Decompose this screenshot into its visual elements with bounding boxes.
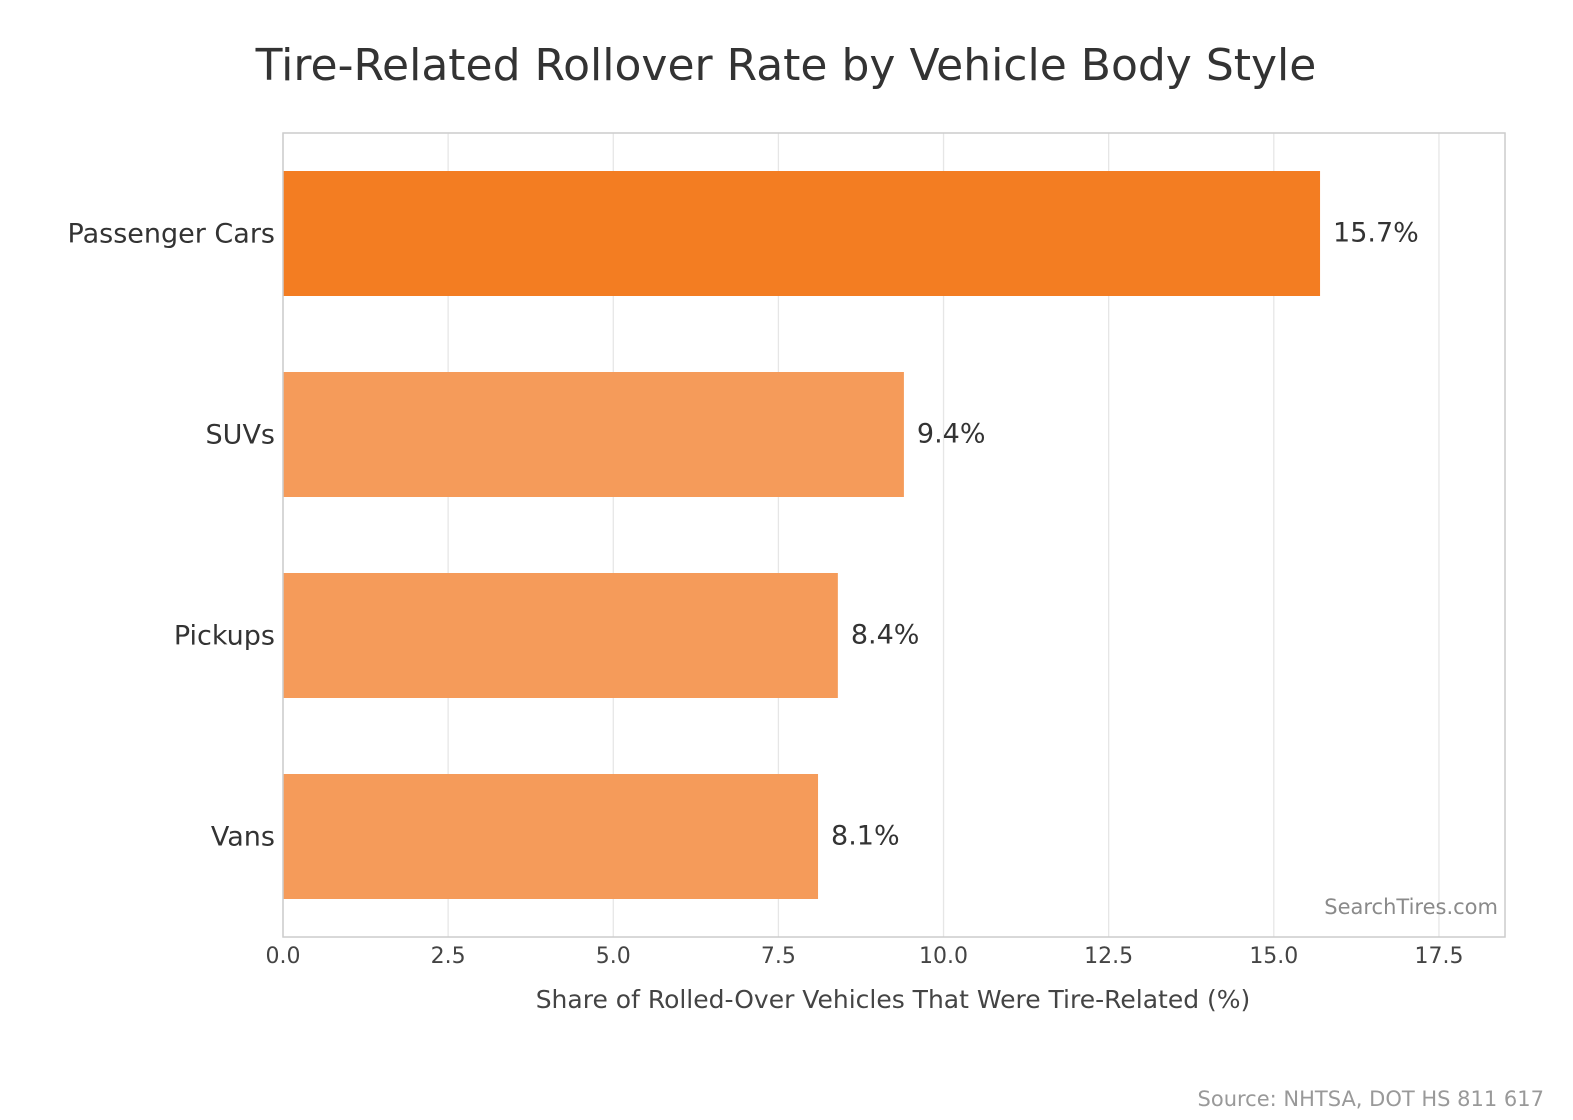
plot-frame [282, 132, 1506, 938]
category-label-1: SUVs [206, 420, 275, 451]
x-tick-label-6: 15.0 [1249, 944, 1298, 969]
category-label-2: Pickups [174, 621, 275, 652]
bar-1 [283, 372, 904, 497]
x-tick-label-4: 10.0 [919, 944, 968, 969]
x-tick-label-7: 17.5 [1414, 944, 1463, 969]
bar-0 [283, 171, 1321, 296]
x-tick-label-1: 2.5 [431, 944, 466, 969]
data-labels: 15.7% 9.4% 8.4% 8.1% [831, 218, 1419, 852]
category-labels: Passenger Cars SUVs Pickups Vans [68, 219, 275, 853]
data-label-2: 8.4% [851, 620, 920, 651]
data-label-1: 9.4% [917, 419, 986, 450]
source-note: Source: NHTSA, DOT HS 811 617 [1198, 1087, 1544, 1111]
bars [283, 171, 1321, 899]
chart-title: Tire-Related Rollover Rate by Vehicle Bo… [255, 40, 1317, 91]
bar-2 [283, 573, 838, 698]
x-tick-label-5: 12.5 [1084, 944, 1133, 969]
data-label-3: 8.1% [831, 821, 900, 852]
data-label-0: 15.7% [1333, 218, 1419, 249]
category-label-3: Vans [211, 822, 275, 853]
x-tick-labels: 0.0 2.5 5.0 7.5 10.0 12.5 15.0 17.5 [266, 944, 1464, 969]
x-tick-label-3: 7.5 [761, 944, 796, 969]
x-tick-label-0: 0.0 [266, 944, 301, 969]
x-axis-label: Share of Rolled-Over Vehicles That Were … [536, 985, 1251, 1014]
x-tick-label-2: 5.0 [596, 944, 631, 969]
bar-3 [283, 774, 819, 899]
watermark-text: SearchTires.com [1324, 895, 1498, 919]
category-label-0: Passenger Cars [68, 219, 275, 250]
